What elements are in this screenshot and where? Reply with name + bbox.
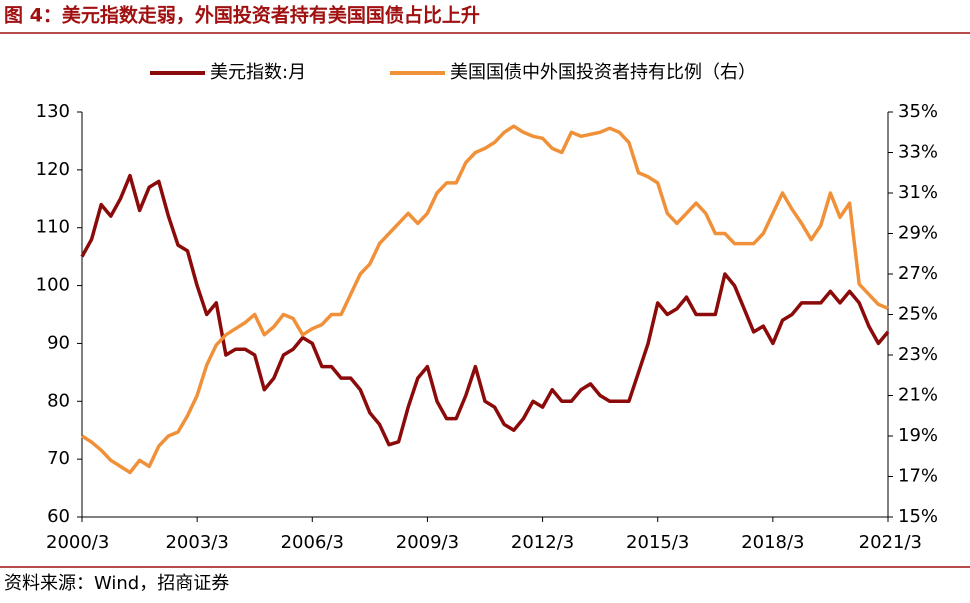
- y2-tick-label: 21%: [898, 385, 938, 406]
- y2-tick-label: 17%: [898, 466, 938, 487]
- y2-tick-label: 27%: [898, 263, 938, 284]
- x-tick-label: 2021/3: [859, 532, 922, 553]
- y-tick-label: 60: [47, 506, 70, 527]
- x-tick-label: 2015/3: [626, 532, 689, 553]
- y2-tick-label: 31%: [898, 182, 938, 203]
- y-tick-label: 130: [36, 101, 70, 122]
- x-tick-label: 2006/3: [281, 532, 344, 553]
- x-tick-label: 2012/3: [511, 532, 574, 553]
- x-tick-label: 2018/3: [741, 532, 804, 553]
- legend-label: 美元指数:月: [210, 62, 306, 83]
- x-tick-label: 2009/3: [396, 532, 459, 553]
- y2-tick-label: 29%: [898, 223, 938, 244]
- series-line: [81, 124, 889, 475]
- y-tick-label: 110: [36, 217, 70, 238]
- y2-tick-label: 35%: [898, 101, 938, 122]
- source: 资料来源：Wind，招商证券: [4, 573, 229, 594]
- legend-label: 美国国债中外国投资者持有比例（右）: [450, 62, 756, 83]
- y2-tick-label: 23%: [898, 344, 938, 365]
- y2-tick-label: 15%: [898, 506, 938, 527]
- y-tick-label: 100: [36, 275, 70, 296]
- y2-tick-label: 19%: [898, 425, 938, 446]
- y-tick-label: 120: [36, 159, 70, 180]
- chart-title: 图 4：美元指数走弱，外国投资者持有美国国债占比上升: [4, 4, 480, 27]
- y-tick-label: 70: [47, 448, 70, 469]
- x-tick-label: 2000/3: [46, 532, 109, 553]
- y2-tick-label: 33%: [898, 142, 938, 163]
- y2-tick-label: 25%: [898, 304, 938, 325]
- x-tick-label: 2003/3: [165, 532, 228, 553]
- y-tick-label: 90: [47, 332, 70, 353]
- series-line: [80, 173, 890, 447]
- y-tick-label: 80: [47, 390, 70, 411]
